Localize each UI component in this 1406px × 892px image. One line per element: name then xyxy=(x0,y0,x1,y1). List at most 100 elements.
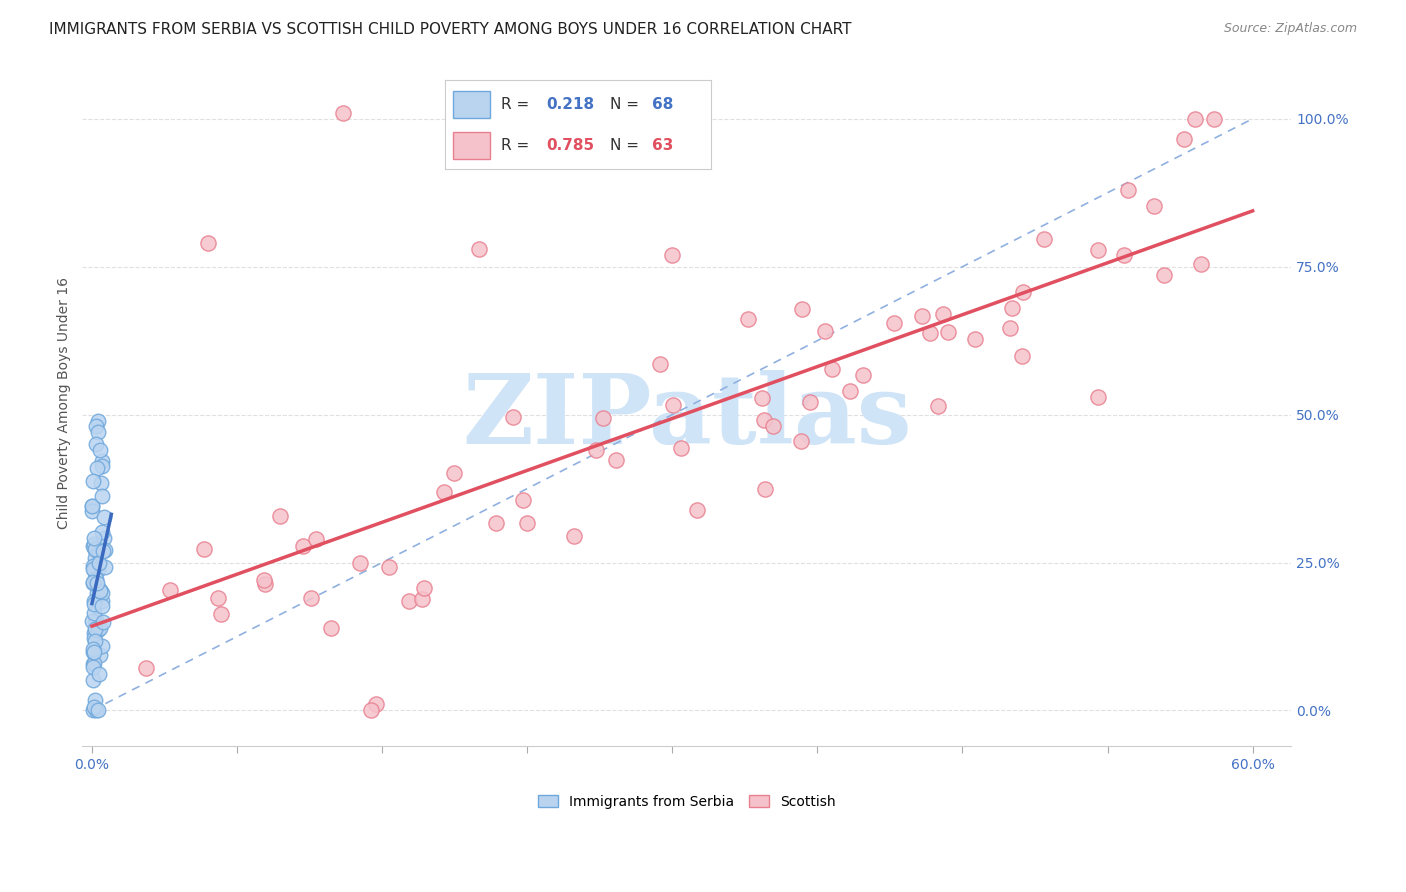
Point xyxy=(90,639,112,653)
Point xyxy=(83,656,105,670)
Point xyxy=(790,434,813,449)
Point xyxy=(1153,268,1175,282)
Point xyxy=(193,541,215,556)
Point xyxy=(84,437,107,451)
Point xyxy=(83,531,105,545)
Point xyxy=(197,235,219,250)
Point xyxy=(82,499,104,513)
Y-axis label: Child Poverty Among Boys Under 16: Child Poverty Among Boys Under 16 xyxy=(58,277,72,529)
Point xyxy=(82,576,104,591)
Point xyxy=(83,645,105,659)
Point xyxy=(253,573,276,587)
Point xyxy=(360,703,382,717)
Point xyxy=(91,615,114,630)
Point xyxy=(1173,132,1195,146)
Point xyxy=(883,316,905,330)
Point xyxy=(87,666,110,681)
Point xyxy=(1001,301,1024,316)
Point xyxy=(752,413,775,427)
Point xyxy=(512,493,534,508)
Point xyxy=(82,645,104,659)
Text: Source: ZipAtlas.com: Source: ZipAtlas.com xyxy=(1223,22,1357,36)
Point xyxy=(648,357,671,371)
Text: IMMIGRANTS FROM SERBIA VS SCOTTISH CHILD POVERTY AMONG BOYS UNDER 16 CORRELATION: IMMIGRANTS FROM SERBIA VS SCOTTISH CHILD… xyxy=(49,22,852,37)
Point xyxy=(90,475,112,490)
Point xyxy=(82,474,104,488)
Point xyxy=(83,597,105,611)
Point xyxy=(299,591,322,606)
Point xyxy=(269,508,291,523)
Point xyxy=(90,599,112,613)
Point xyxy=(821,362,844,376)
Point xyxy=(1032,232,1054,246)
Point xyxy=(82,574,104,589)
Point xyxy=(468,242,491,256)
Point xyxy=(1011,285,1033,299)
Point xyxy=(292,539,315,553)
Point xyxy=(82,703,104,717)
Point xyxy=(751,392,773,406)
Point xyxy=(932,307,955,321)
Point xyxy=(754,482,776,496)
Point xyxy=(84,419,107,434)
Point xyxy=(83,631,105,645)
Point xyxy=(91,459,114,474)
Point xyxy=(135,661,157,675)
Point xyxy=(89,583,111,598)
Point xyxy=(87,425,110,440)
Point xyxy=(89,583,111,598)
Point xyxy=(83,594,105,608)
Point xyxy=(83,699,105,714)
Point xyxy=(254,577,277,591)
Point xyxy=(605,453,627,467)
Point xyxy=(1087,243,1109,257)
Point xyxy=(83,537,105,551)
Point xyxy=(82,539,104,553)
Point xyxy=(84,622,107,636)
Point xyxy=(485,516,508,530)
Point xyxy=(686,503,709,517)
Point xyxy=(91,586,114,600)
Point xyxy=(762,419,785,434)
Point xyxy=(82,657,104,671)
Point xyxy=(89,648,111,663)
Point xyxy=(398,593,420,607)
Point xyxy=(87,624,110,638)
Point xyxy=(86,461,108,475)
Point xyxy=(91,524,114,539)
Point xyxy=(965,332,987,346)
Point xyxy=(90,454,112,468)
Point xyxy=(349,556,371,570)
Point xyxy=(87,546,110,560)
Point xyxy=(378,559,401,574)
Point xyxy=(516,516,538,530)
Point xyxy=(90,490,112,504)
Point xyxy=(669,441,692,455)
Point xyxy=(87,556,110,570)
Point xyxy=(562,529,585,543)
Point xyxy=(936,325,959,339)
Point xyxy=(94,542,117,557)
Point xyxy=(814,324,837,338)
Point xyxy=(332,106,354,120)
Point xyxy=(920,326,942,341)
Point xyxy=(91,543,114,558)
Point xyxy=(502,410,524,425)
Point xyxy=(94,560,117,574)
Point xyxy=(319,621,342,635)
Point xyxy=(1000,321,1022,335)
Point xyxy=(82,562,104,576)
Point xyxy=(1189,257,1212,271)
Point xyxy=(84,614,107,628)
Point xyxy=(83,693,105,707)
Point xyxy=(364,697,387,711)
Point xyxy=(799,394,821,409)
Point xyxy=(80,499,103,513)
Point xyxy=(737,312,759,326)
Point xyxy=(84,572,107,586)
Point xyxy=(86,572,108,586)
Point xyxy=(1184,112,1206,126)
Point xyxy=(83,562,105,576)
Point xyxy=(209,607,232,622)
Point xyxy=(159,583,181,598)
